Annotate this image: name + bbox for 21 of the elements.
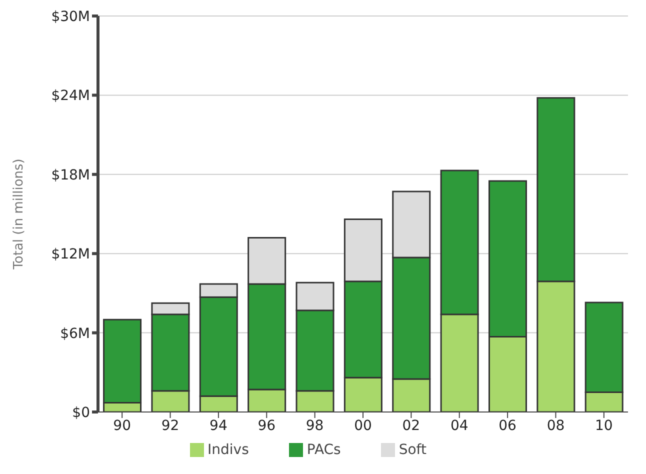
legend-label: Soft (398, 442, 426, 458)
y-tick-label: $12M (51, 246, 90, 263)
x-tick-label: 94 (210, 418, 228, 434)
x-tick-label: 02 (402, 418, 420, 434)
x-tick-label: 08 (546, 418, 565, 434)
legend-label: Indivs (208, 442, 249, 458)
legend-label: PACs (306, 442, 341, 458)
x-tick-label: 90 (113, 418, 132, 434)
y-axis-title: Total (in millions) (12, 158, 27, 270)
x-tick-label: 96 (258, 418, 276, 434)
x-tick-label: 04 (450, 418, 468, 434)
y-tick-label: $6M (60, 326, 90, 342)
y-tick-label: $30M (51, 8, 90, 25)
y-tick-label: $18M (51, 167, 90, 184)
x-tick-label: 98 (306, 418, 324, 434)
y-tick-label: $24M (51, 88, 90, 104)
x-tick-label: 92 (161, 418, 180, 434)
y-tick-label: $0 (72, 404, 90, 421)
x-tick-label: 10 (594, 418, 613, 434)
x-tick-label: 06 (498, 418, 517, 434)
x-tick-label: 00 (354, 418, 372, 434)
